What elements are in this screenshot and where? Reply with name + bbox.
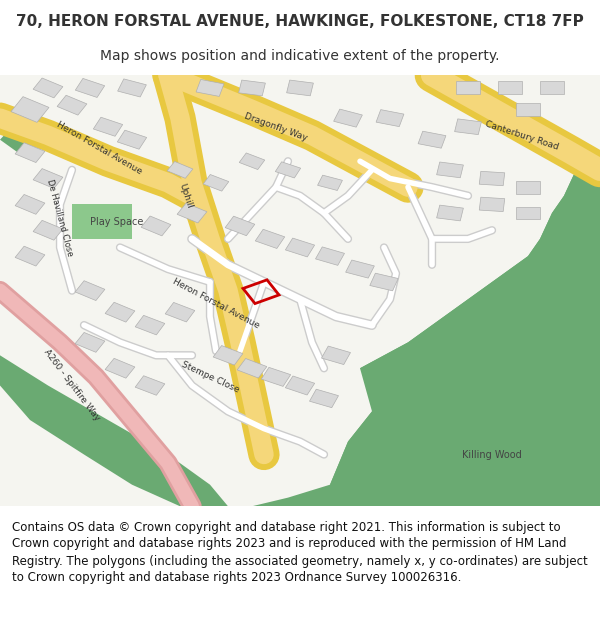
Polygon shape [0, 75, 600, 506]
Polygon shape [225, 216, 255, 236]
Text: Uphill: Uphill [178, 182, 194, 209]
Polygon shape [418, 131, 446, 148]
Polygon shape [75, 332, 105, 352]
Polygon shape [15, 194, 45, 214]
Text: Killing Wood: Killing Wood [462, 449, 522, 459]
Polygon shape [322, 346, 350, 364]
Polygon shape [516, 103, 540, 116]
Polygon shape [498, 81, 522, 94]
Polygon shape [237, 359, 267, 378]
Polygon shape [540, 81, 564, 94]
Polygon shape [141, 216, 171, 236]
Polygon shape [76, 78, 104, 98]
Polygon shape [455, 119, 481, 134]
Polygon shape [516, 206, 540, 219]
Polygon shape [255, 229, 285, 249]
Polygon shape [286, 238, 314, 257]
Polygon shape [310, 389, 338, 408]
Polygon shape [516, 181, 540, 194]
Polygon shape [376, 109, 404, 127]
Polygon shape [437, 162, 463, 177]
Text: Dragonfly Way: Dragonfly Way [243, 111, 309, 142]
Polygon shape [135, 316, 165, 335]
Text: Stempe Close: Stempe Close [180, 359, 240, 394]
Polygon shape [11, 97, 49, 122]
Text: A260 - Spitfire Way: A260 - Spitfire Way [42, 348, 102, 423]
Polygon shape [262, 368, 290, 386]
Polygon shape [33, 169, 63, 188]
Polygon shape [287, 80, 313, 96]
Polygon shape [479, 171, 505, 186]
Polygon shape [196, 79, 224, 96]
Polygon shape [346, 260, 374, 278]
Polygon shape [105, 302, 135, 322]
Polygon shape [0, 355, 228, 506]
Polygon shape [228, 472, 360, 506]
Polygon shape [118, 79, 146, 97]
Polygon shape [0, 118, 48, 152]
Polygon shape [317, 175, 343, 191]
Polygon shape [213, 346, 243, 365]
Polygon shape [275, 162, 301, 178]
Polygon shape [135, 376, 165, 395]
Polygon shape [165, 302, 195, 322]
Polygon shape [33, 78, 63, 98]
Polygon shape [334, 109, 362, 127]
Text: Heron Forstal Avenue: Heron Forstal Avenue [55, 120, 143, 176]
Polygon shape [33, 221, 63, 240]
Polygon shape [105, 358, 135, 378]
Text: Play Space: Play Space [90, 217, 143, 227]
Polygon shape [239, 80, 265, 96]
Text: Canterbury Road: Canterbury Road [484, 119, 560, 151]
Polygon shape [57, 95, 87, 115]
Polygon shape [94, 118, 122, 136]
Text: Heron Forstal Avenue: Heron Forstal Avenue [171, 277, 261, 330]
Polygon shape [203, 174, 229, 191]
Polygon shape [479, 197, 505, 212]
Polygon shape [370, 273, 398, 291]
Polygon shape [360, 152, 600, 377]
Text: Map shows position and indicative extent of the property.: Map shows position and indicative extent… [100, 49, 500, 63]
Polygon shape [330, 256, 600, 485]
Polygon shape [75, 281, 105, 301]
Polygon shape [15, 246, 45, 266]
Polygon shape [72, 204, 132, 239]
Polygon shape [239, 153, 265, 169]
Polygon shape [316, 247, 344, 266]
Polygon shape [330, 152, 600, 506]
Polygon shape [456, 81, 480, 94]
Text: Contains OS data © Crown copyright and database right 2021. This information is : Contains OS data © Crown copyright and d… [12, 521, 588, 584]
Polygon shape [437, 205, 463, 221]
Text: 70, HERON FORSTAL AVENUE, HAWKINGE, FOLKESTONE, CT18 7FP: 70, HERON FORSTAL AVENUE, HAWKINGE, FOLK… [16, 14, 584, 29]
Polygon shape [118, 130, 146, 149]
Polygon shape [167, 161, 193, 178]
Polygon shape [15, 142, 45, 162]
Polygon shape [286, 376, 314, 395]
Polygon shape [177, 203, 207, 223]
Text: De Havilland Close: De Havilland Close [46, 177, 74, 257]
